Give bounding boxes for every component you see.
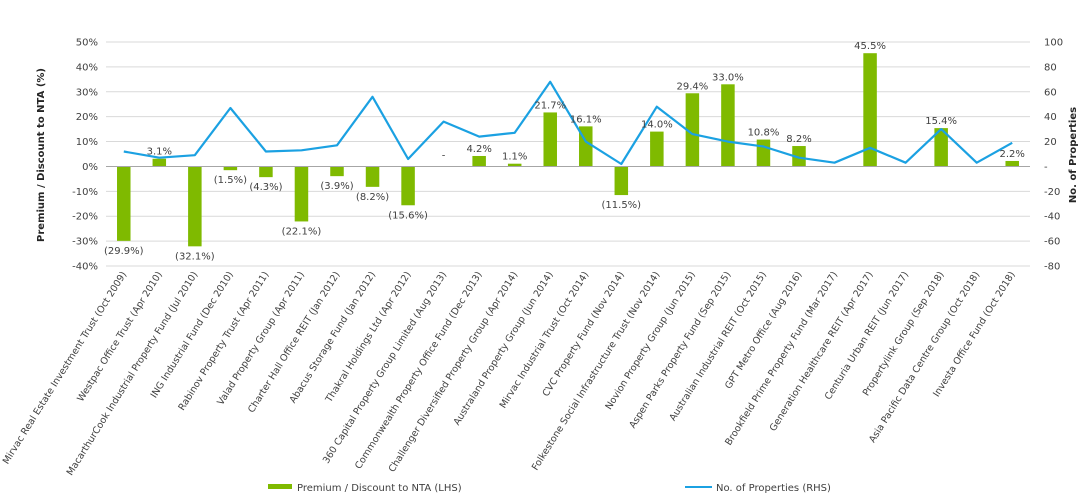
bar xyxy=(685,93,700,167)
data-label: 45.5% xyxy=(854,41,886,52)
data-label: 29.4% xyxy=(676,81,708,92)
bar-series xyxy=(117,53,1019,247)
bar xyxy=(472,155,486,167)
bar xyxy=(1005,160,1019,167)
data-label: 8.2% xyxy=(786,134,811,145)
y2-tick-label: - xyxy=(1044,162,1048,173)
data-label: (8.2%) xyxy=(356,192,389,203)
bar xyxy=(756,139,771,167)
y2-tick-label: 80 xyxy=(1044,62,1057,73)
data-label: - xyxy=(442,150,446,161)
bar xyxy=(614,166,629,196)
left-axis: 50% 40% 30% 20% 10% 0% -10% -20% -30% -40% xyxy=(72,38,98,273)
y2-tick-label: 20 xyxy=(1044,137,1057,148)
bar xyxy=(507,163,522,167)
bar xyxy=(721,84,735,167)
y-tick-label: -30% xyxy=(72,237,98,248)
bar xyxy=(792,146,806,167)
data-label: (32.1%) xyxy=(175,251,215,262)
y2-tick-label: -60 xyxy=(1044,237,1060,248)
category-label: Challenger Diversified Property Group (A… xyxy=(387,270,521,475)
bar xyxy=(259,166,273,178)
data-label: 3.1% xyxy=(147,147,172,158)
bar xyxy=(401,166,415,206)
category-axis: Mirvac Real Estate Investment Trust (Oct… xyxy=(1,270,1018,478)
bar xyxy=(650,131,664,167)
y-tick-label: -20% xyxy=(72,212,98,223)
category-label: MacarthurCook Industrial Property Fund (… xyxy=(65,270,201,478)
data-label: (1.5%) xyxy=(214,175,247,186)
y-tick-label: 50% xyxy=(76,38,98,49)
data-label: 21.7% xyxy=(534,100,566,111)
y2-tick-label: -20 xyxy=(1044,187,1060,198)
legend-line-label: No. of Properties (RHS) xyxy=(716,483,831,494)
y2-tick-label: 60 xyxy=(1044,87,1057,98)
y-tick-label: 10% xyxy=(76,137,98,148)
data-label: 33.0% xyxy=(712,72,744,83)
data-label: (15.6%) xyxy=(388,210,428,221)
bar xyxy=(223,166,238,171)
category-label: Commonwealth Property Office Fund (Dec 2… xyxy=(353,270,485,471)
right-axis-title: No. of Properties xyxy=(1068,107,1079,203)
y2-tick-label: 40 xyxy=(1044,112,1057,123)
legend-bar-label: Premium / Discount to NTA (LHS) xyxy=(297,483,462,494)
bar xyxy=(188,166,202,247)
y-tick-label: 20% xyxy=(76,112,98,123)
bar xyxy=(117,166,131,241)
bar xyxy=(365,166,380,187)
data-label: 1.1% xyxy=(502,152,527,163)
data-label: (11.5%) xyxy=(602,200,642,211)
right-axis: 100 80 60 40 20 - -20 -40 -60 -80 xyxy=(1044,38,1063,273)
y2-tick-label: -40 xyxy=(1044,212,1060,223)
bar xyxy=(294,166,309,222)
data-label: 15.4% xyxy=(925,116,957,127)
data-label: 2.2% xyxy=(1000,149,1025,160)
bar xyxy=(863,53,877,167)
data-label: (29.9%) xyxy=(104,246,144,257)
y-tick-label: -40% xyxy=(72,262,98,273)
bar xyxy=(543,112,557,167)
bar xyxy=(934,128,948,167)
y-tick-label: -10% xyxy=(72,187,98,198)
data-label: 10.8% xyxy=(748,128,780,139)
data-label: 4.2% xyxy=(466,144,491,155)
data-labels: (29.9%) 3.1% (32.1%) (1.5%)(4.3%) (22.1%) (3.… xyxy=(104,41,1025,262)
data-label: 16.1% xyxy=(570,114,602,125)
bar xyxy=(152,158,167,167)
category-label: Mirvac Real Estate Investment Trust (Oct… xyxy=(1,270,130,467)
legend-bar-swatch xyxy=(268,484,292,489)
data-label: 14.0% xyxy=(641,120,673,131)
data-label: (3.9%) xyxy=(320,181,353,192)
y-tick-label: 40% xyxy=(76,62,98,73)
properties-line xyxy=(123,80,1013,166)
bar xyxy=(330,166,344,177)
y-tick-label: 0% xyxy=(82,162,98,173)
gridlines xyxy=(106,41,1030,267)
data-label: (22.1%) xyxy=(282,226,322,237)
y2-tick-label: -80 xyxy=(1044,262,1060,273)
legend: Premium / Discount to NTA (LHS) No. of P… xyxy=(268,483,831,494)
y-tick-label: 30% xyxy=(76,87,98,98)
category-label: Folkestone Social Infrastructure Trust (… xyxy=(530,270,662,473)
data-label: (4.3%) xyxy=(249,182,282,193)
left-axis-title: Premium / Discount to NTA (%) xyxy=(36,68,47,242)
y2-tick-label: 100 xyxy=(1044,38,1063,49)
line-series xyxy=(123,80,1013,166)
